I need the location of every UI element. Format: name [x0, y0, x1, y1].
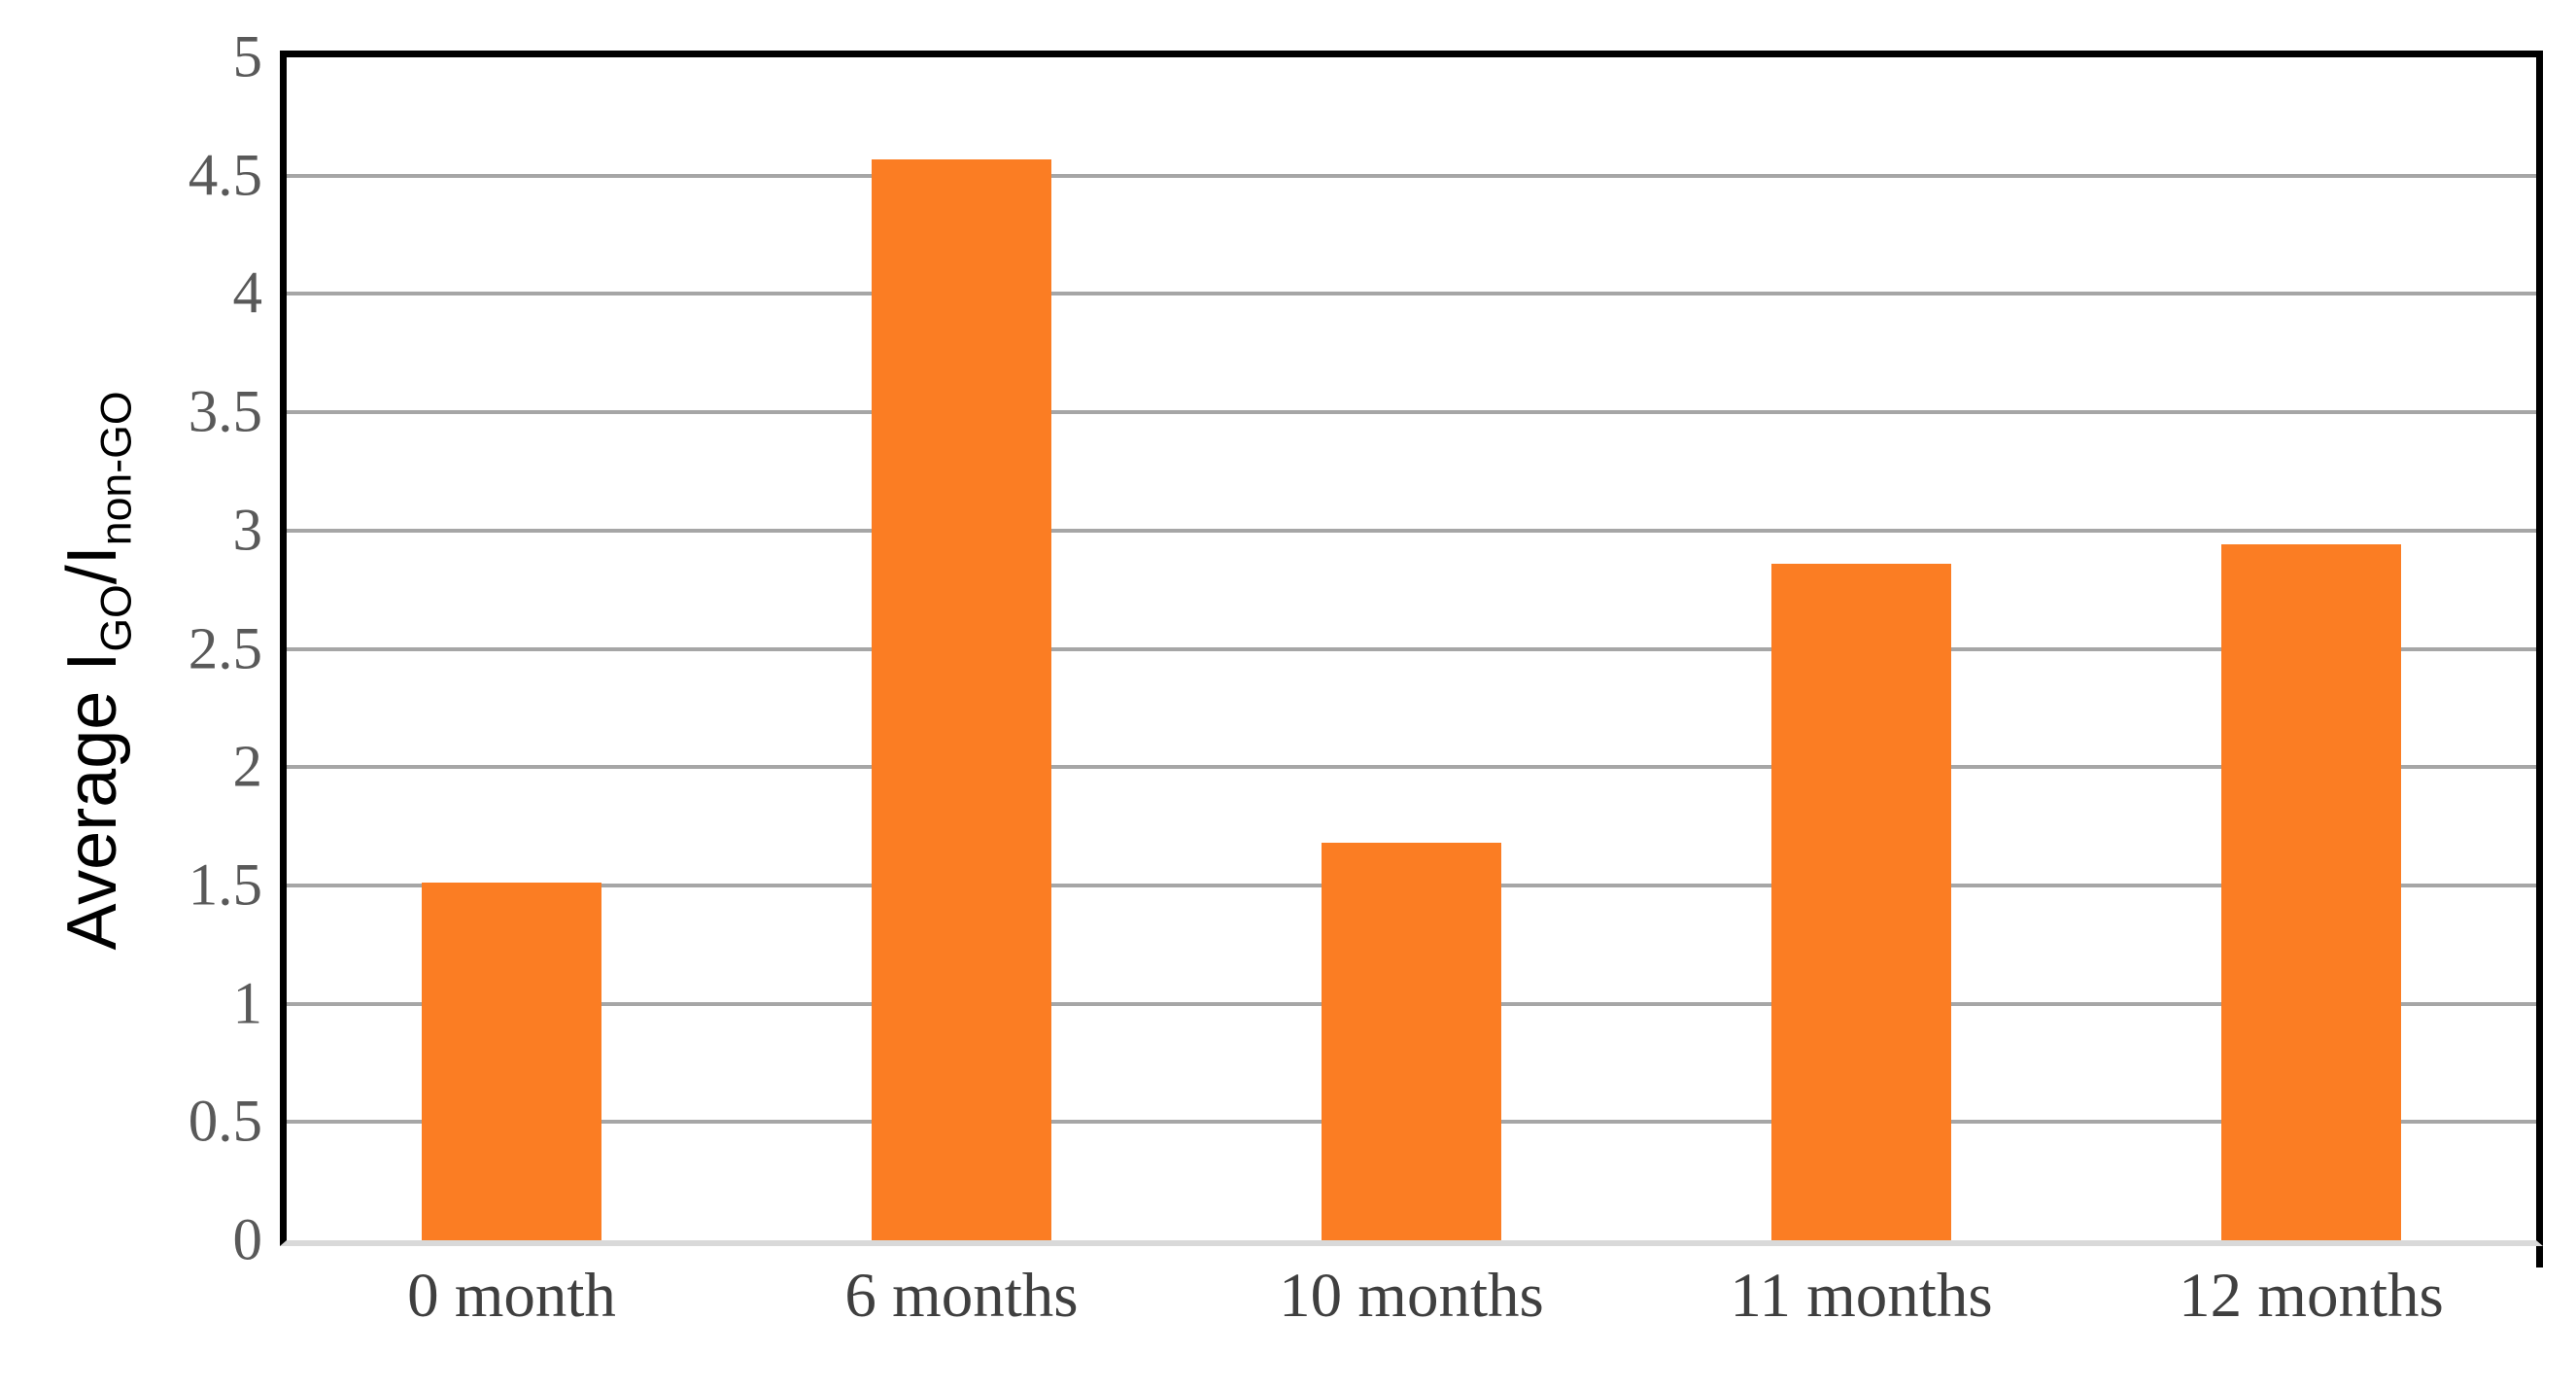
- y-axis-tick-labels: 0 0.5 1 1.5 2 2.5 3 3.5 4 4.5 5: [0, 28, 263, 1270]
- y-tick-label-5: 5: [232, 24, 263, 90]
- x-category-label-11-months: 11 months: [1730, 1261, 1993, 1331]
- plot-area: [280, 51, 2543, 1246]
- x-axis-category-labels: 0 month 6 months 10 months 11 months 12 mont…: [287, 1262, 2536, 1349]
- y-tick-label-0.5: 0.5: [188, 1089, 262, 1155]
- y-tick-label-2.5: 2.5: [188, 616, 262, 681]
- gridline-2: [287, 765, 2536, 770]
- y-tick-label-0: 0: [232, 1207, 263, 1273]
- y-tick-label-1.5: 1.5: [188, 852, 262, 919]
- bar-10-months: [1321, 843, 1502, 1240]
- bar-12-months: [2220, 544, 2402, 1240]
- gridline-2.5: [287, 646, 2536, 651]
- y-tick-label-4.5: 4.5: [188, 143, 262, 209]
- bar-6-months: [871, 158, 1052, 1240]
- bar-0-month: [421, 883, 602, 1240]
- bar-11-months: [1770, 563, 1952, 1240]
- x-category-label-0-month: 0 month: [407, 1261, 616, 1331]
- right-axis-tick: [2536, 1246, 2543, 1267]
- x-category-label-6-months: 6 months: [844, 1261, 1079, 1331]
- gridline-3: [287, 528, 2536, 533]
- gridline-4: [287, 292, 2536, 296]
- y-tick-label-1: 1: [232, 971, 263, 1037]
- y-tick-label-2: 2: [232, 734, 263, 800]
- y-tick-label-3.5: 3.5: [188, 379, 262, 445]
- x-category-label-10-months: 10 months: [1279, 1261, 1544, 1331]
- y-tick-label-4: 4: [232, 260, 263, 327]
- y-tick-label-3: 3: [232, 498, 263, 564]
- x-category-label-12-months: 12 months: [2179, 1261, 2444, 1331]
- gridline-4.5: [287, 173, 2536, 178]
- gridline-3.5: [287, 410, 2536, 415]
